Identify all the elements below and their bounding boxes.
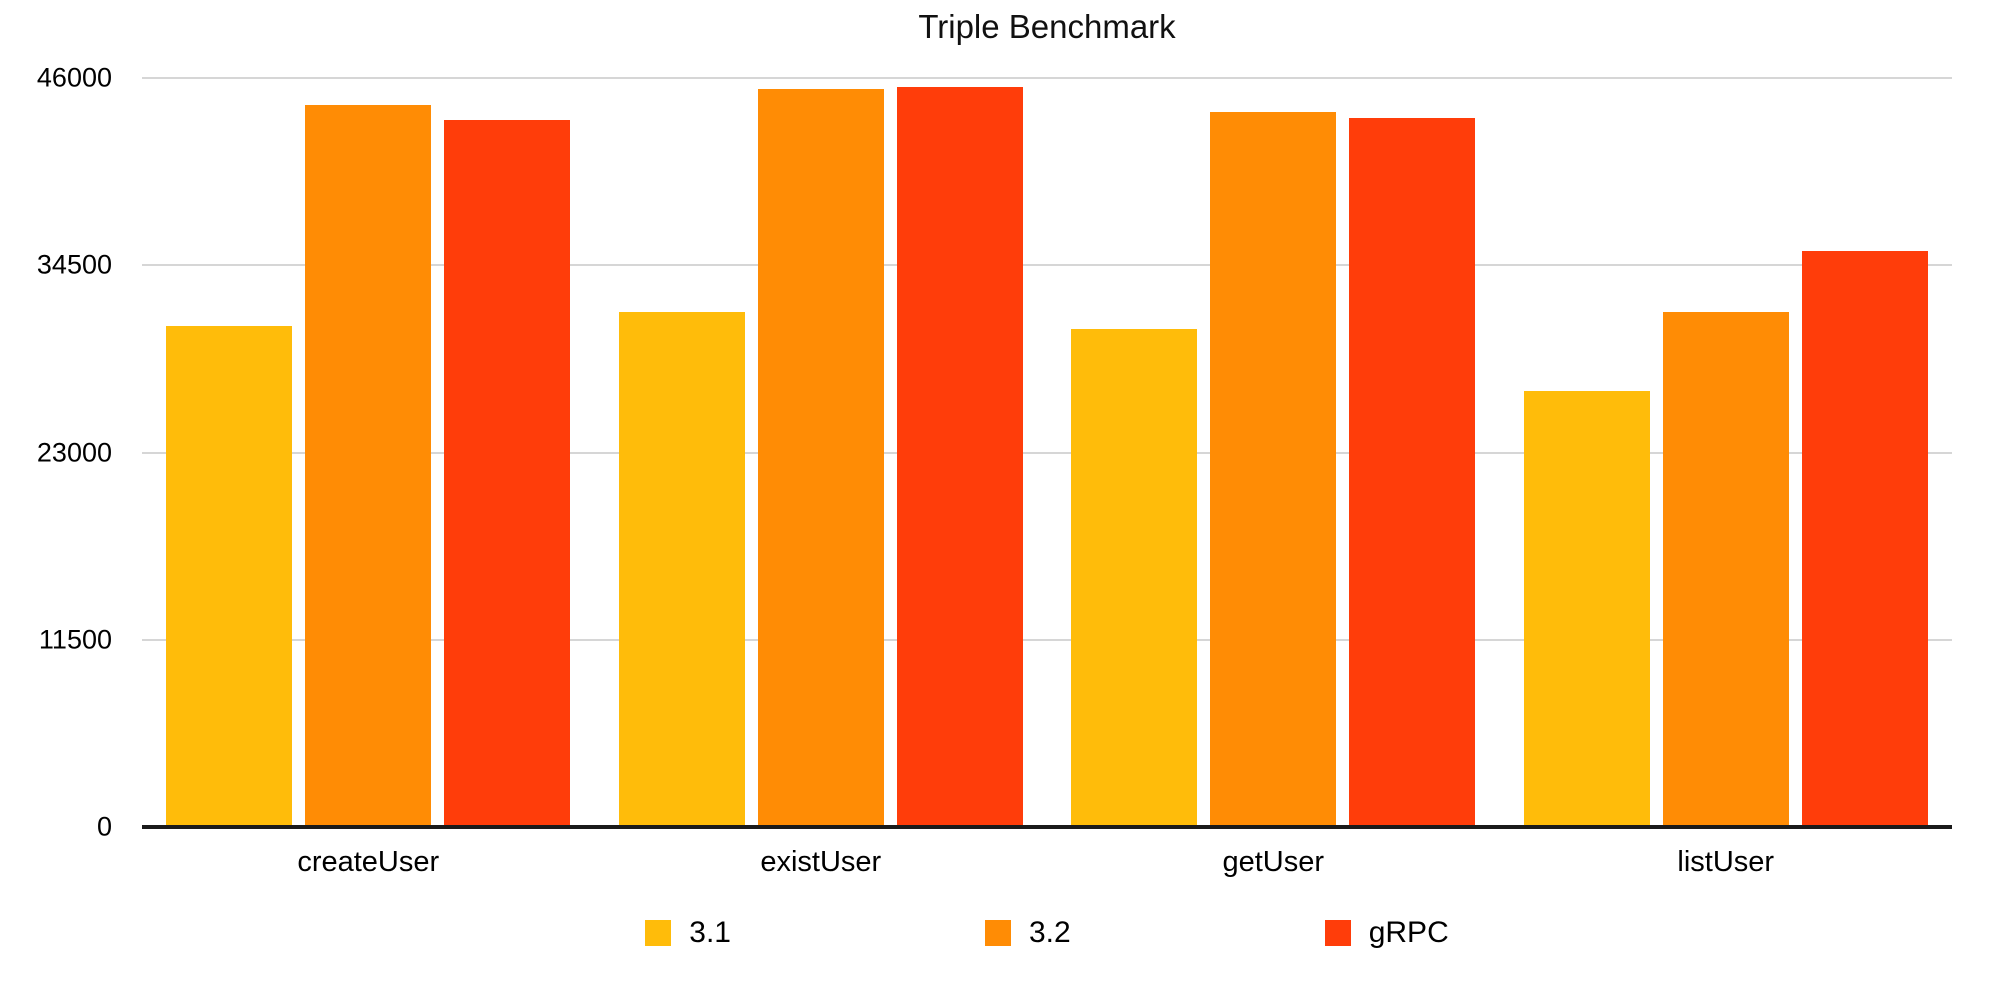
gridline-11500 — [142, 638, 1952, 641]
bar-group-existUser — [595, 78, 1048, 827]
bar-groups — [142, 78, 1952, 827]
bar-3.2-listUser — [1662, 311, 1789, 827]
legend-label-gRPC: gRPC — [1368, 916, 1449, 949]
gridline-34500 — [142, 264, 1952, 267]
legend-item-3.2: 3.2 — [984, 916, 1071, 950]
bar-3.2-getUser — [1210, 112, 1337, 827]
bar-3.1-listUser — [1523, 390, 1650, 827]
bar-3.1-existUser — [618, 312, 745, 827]
legend-swatch-3.1 — [645, 920, 672, 946]
gridline-46000 — [142, 77, 1952, 79]
legend-label-3.2: 3.2 — [1028, 916, 1071, 949]
gridline-23000 — [142, 451, 1952, 454]
bar-group-getUser — [1047, 78, 1500, 827]
plot-area: 0 11500 23000 34500 46000 — [37, 64, 1952, 840]
legend-label-3.1: 3.1 — [689, 916, 731, 949]
legend-item-3.1: 3.1 — [645, 916, 731, 950]
legend-swatch-gRPC — [1324, 920, 1351, 946]
bar-gRPC-existUser — [896, 86, 1023, 827]
y-axis-tick-label-23000: 23000 — [36, 437, 112, 467]
x-axis-label-listUser: listUser — [1677, 846, 1775, 878]
bar-gRPC-listUser — [1801, 250, 1928, 827]
bar-gRPC-getUser — [1349, 117, 1476, 827]
x-axis-labels: createUser existUser getUser listUser — [142, 846, 1952, 879]
chart-title: Triple Benchmark — [918, 8, 1176, 45]
y-axis-tick-label-46000: 46000 — [36, 62, 112, 93]
bar-3.1-getUser — [1071, 328, 1198, 827]
y-axis-tick-label-0: 0 — [96, 811, 112, 842]
x-axis-baseline — [142, 825, 1952, 829]
x-axis-label-createUser: createUser — [297, 846, 440, 878]
bar-gRPC-createUser — [444, 120, 571, 827]
x-axis-label-existUser: existUser — [760, 846, 882, 878]
legend: 3.1 3.2 gRPC — [142, 916, 1952, 950]
legend-item-gRPC: gRPC — [1324, 916, 1449, 950]
y-axis-tick-label-11500: 11500 — [38, 624, 112, 655]
bar-group-listUser — [1500, 78, 1953, 827]
bar-3.1-createUser — [166, 325, 293, 827]
x-axis-label-getUser: getUser — [1222, 846, 1325, 878]
bar-3.2-existUser — [757, 89, 884, 827]
legend-swatch-3.2 — [984, 920, 1011, 946]
bar-group-createUser — [142, 78, 595, 827]
y-axis-tick-label-34500: 34500 — [36, 249, 112, 280]
bar-3.2-createUser — [305, 104, 432, 827]
